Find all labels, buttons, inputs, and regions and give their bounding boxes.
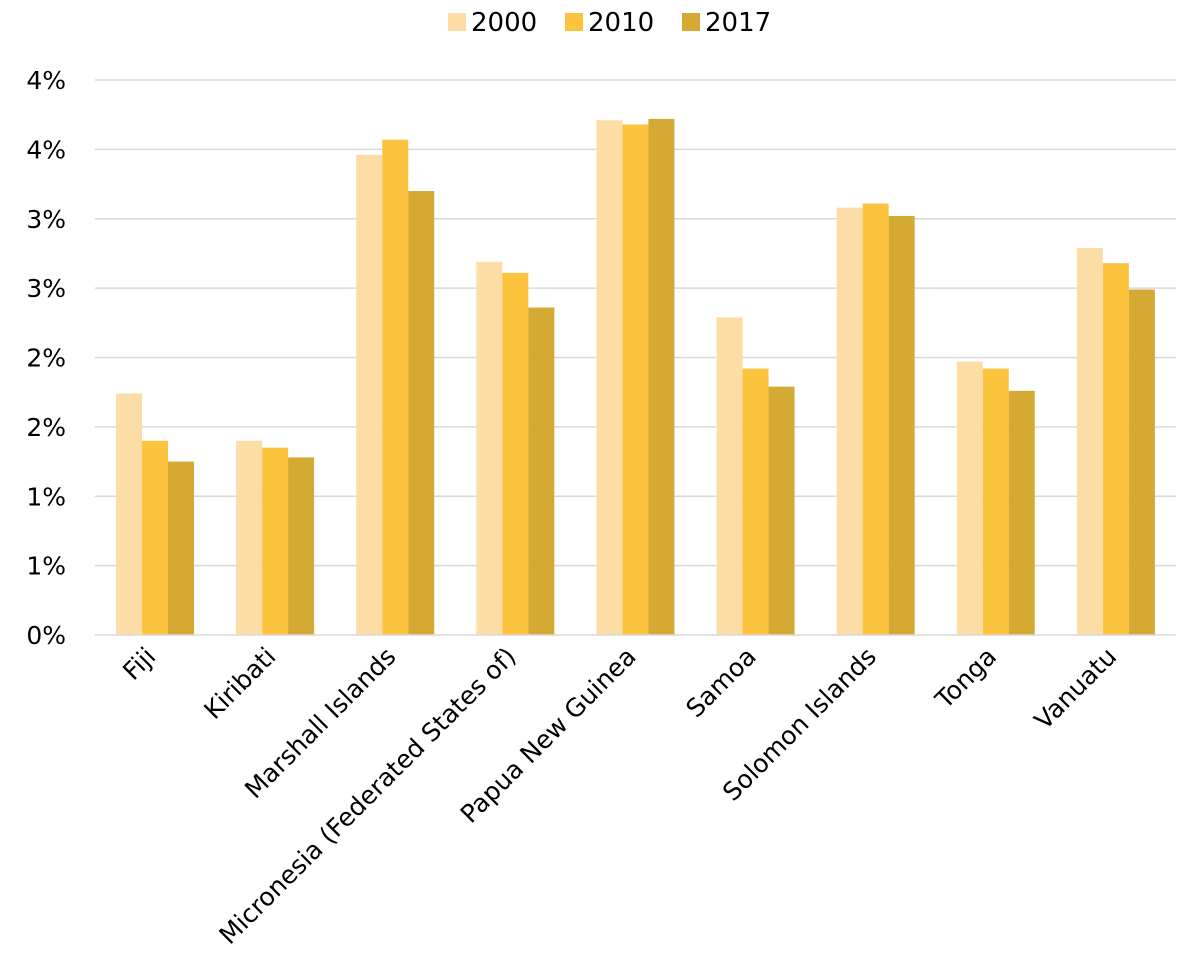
bar-2017 bbox=[408, 191, 435, 635]
y-axis-ticks: 0% 1% 1% 2% 2% 3% 3% 4% 4% bbox=[26, 66, 66, 650]
bar-2010 bbox=[622, 124, 649, 636]
bar-2017 bbox=[888, 215, 915, 635]
bar-2010 bbox=[382, 139, 409, 635]
y-tick-label: 3% bbox=[26, 205, 66, 234]
y-tick-label: 0% bbox=[26, 621, 66, 650]
bar-2017 bbox=[1128, 289, 1155, 635]
bar-2000 bbox=[716, 317, 743, 635]
bar-2010 bbox=[502, 272, 529, 635]
bar-2010 bbox=[742, 368, 769, 635]
bar-2017 bbox=[528, 307, 555, 635]
y-tick-label: 1% bbox=[26, 552, 66, 581]
bar-2010 bbox=[1102, 263, 1129, 635]
bar-2000 bbox=[476, 261, 503, 635]
bar-2017 bbox=[768, 386, 795, 635]
bar-2000 bbox=[1076, 247, 1103, 635]
y-tick-label: 1% bbox=[26, 482, 66, 511]
bar-2017 bbox=[168, 461, 194, 635]
legend-label-2010: 2010 bbox=[588, 8, 654, 38]
bar-2010 bbox=[262, 447, 289, 635]
legend-swatch-2017 bbox=[682, 13, 700, 31]
bar-2000 bbox=[356, 154, 383, 636]
x-category-label: Fiji bbox=[117, 642, 161, 686]
bar-2010 bbox=[862, 203, 889, 636]
bar-2000 bbox=[596, 120, 623, 636]
bar-2000 bbox=[236, 440, 263, 635]
y-tick-label: 4% bbox=[26, 135, 66, 164]
bar-2017 bbox=[648, 118, 675, 636]
x-category-label: Kiribati bbox=[198, 642, 281, 725]
legend-label-2000: 2000 bbox=[471, 8, 537, 38]
bar-2017 bbox=[1008, 390, 1035, 635]
legend-label-2017: 2017 bbox=[705, 8, 771, 38]
bar-2000 bbox=[116, 393, 142, 635]
y-tick-label: 4% bbox=[26, 66, 66, 95]
bar-2000 bbox=[956, 361, 983, 635]
y-tick-label: 2% bbox=[26, 413, 66, 442]
x-category-label: Samoa bbox=[680, 642, 761, 723]
legend: 2000 2010 2017 bbox=[448, 8, 771, 38]
bar-2000 bbox=[836, 207, 863, 635]
legend-swatch-2010 bbox=[565, 13, 583, 31]
bar-2017 bbox=[288, 457, 315, 635]
x-category-label: Vanuatu bbox=[1029, 642, 1122, 735]
bars bbox=[116, 118, 1155, 636]
x-category-label: Tonga bbox=[929, 642, 1002, 715]
y-tick-label: 2% bbox=[26, 344, 66, 373]
y-tick-label: 3% bbox=[26, 274, 66, 303]
bar-2010 bbox=[142, 440, 168, 635]
legend-swatch-2000 bbox=[448, 13, 466, 31]
bar-2010 bbox=[982, 368, 1009, 635]
